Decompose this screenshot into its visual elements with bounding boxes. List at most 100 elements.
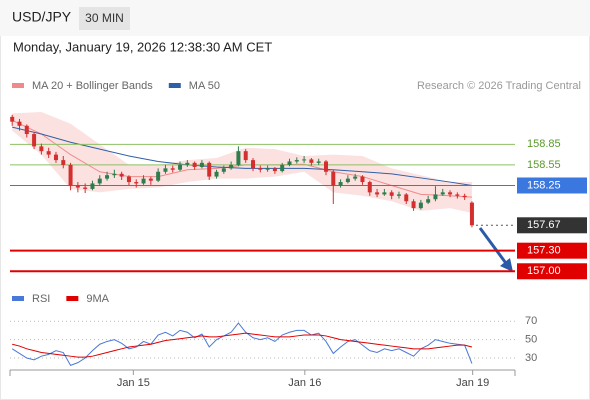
candle-body <box>382 192 387 195</box>
level-label-box <box>517 263 587 280</box>
candle-body <box>404 194 409 202</box>
candle-body <box>112 173 117 176</box>
credit: Research © 2026 Trading Central <box>417 80 581 92</box>
symbol: USD/JPY <box>12 9 72 25</box>
candle-body <box>105 175 110 179</box>
candle-body <box>243 151 248 161</box>
level-label: 157.00 <box>527 265 561 277</box>
ma50-line <box>12 126 473 186</box>
legend-swatch <box>12 296 24 301</box>
y-tick-label: 30 <box>525 352 537 364</box>
candle-body <box>236 151 241 165</box>
candle-body <box>323 161 328 172</box>
candle-body <box>396 194 401 196</box>
candle-body <box>68 164 73 186</box>
candle-body <box>83 187 88 189</box>
candle-body <box>141 178 146 184</box>
candle-body <box>221 168 226 172</box>
candle-body <box>207 162 212 177</box>
candle-body <box>119 173 124 177</box>
legend-swatch <box>12 83 24 88</box>
level-label: 158.85 <box>527 138 561 150</box>
y-tick-label: 50 <box>525 334 537 346</box>
candle-body <box>10 116 15 122</box>
candle-body <box>360 176 365 183</box>
level-label-box <box>517 177 587 194</box>
legend-swatch <box>66 296 79 301</box>
candle-body <box>302 159 307 161</box>
legend-swatch <box>168 83 181 88</box>
candle-body <box>455 194 460 196</box>
candle-body <box>156 171 161 181</box>
timeframe-box <box>79 7 130 30</box>
candle-body <box>316 161 321 163</box>
candle-body <box>375 192 380 195</box>
candle-body <box>418 202 423 209</box>
candle-body <box>411 201 416 209</box>
level-label-box <box>517 242 587 259</box>
candle-body <box>426 199 431 203</box>
bollinger-band <box>12 112 472 213</box>
x-tick-label: Jan 15 <box>117 377 150 389</box>
candle-body <box>214 171 219 177</box>
candle-body <box>345 178 350 183</box>
x-tick-label: Jan 19 <box>456 377 489 389</box>
forecast-arrowhead <box>500 258 513 272</box>
candle-body <box>287 161 292 165</box>
candle-body <box>462 195 467 198</box>
candle-body <box>17 121 22 126</box>
legend-label: MA 50 <box>189 80 220 92</box>
candle-body <box>229 164 234 169</box>
datetime: Monday, January 19, 2026 12:38:30 AM CET <box>13 39 272 54</box>
timeframe: 30 MIN <box>85 11 124 25</box>
candle-body <box>353 176 358 179</box>
candle-body <box>469 202 474 226</box>
x-tick-label: Jan 16 <box>288 377 321 389</box>
candle-body <box>90 183 95 189</box>
series-line <box>12 332 473 358</box>
candle-body <box>338 182 343 186</box>
candle-body <box>258 168 263 170</box>
candle-body <box>163 168 168 172</box>
candle-body <box>126 176 131 183</box>
candle-body <box>97 178 102 184</box>
candle-body <box>272 168 277 172</box>
candle-body <box>39 146 44 152</box>
candle-body <box>24 125 29 135</box>
legend-label: MA 20 + Bollinger Bands <box>32 80 153 92</box>
level-label: 157.30 <box>527 245 561 257</box>
candle-body <box>433 194 438 200</box>
candle-body <box>53 154 58 161</box>
candle-body <box>61 160 66 165</box>
candle-body <box>192 162 197 167</box>
candle-body <box>199 162 204 167</box>
candle-body <box>185 162 190 165</box>
forecast-arrow <box>478 227 510 267</box>
candle-body <box>251 160 256 169</box>
level-label: 158.25 <box>527 179 561 191</box>
level-label: 158.55 <box>527 159 561 171</box>
candle-body <box>148 178 153 181</box>
candle-body <box>367 182 372 193</box>
candle-body <box>294 160 299 162</box>
candle-body <box>46 151 51 155</box>
candle-body <box>280 164 285 172</box>
candle-body <box>309 159 314 163</box>
legend-label: 9MA <box>86 293 109 305</box>
candle-body <box>75 185 80 188</box>
candle-body <box>134 182 139 184</box>
level-label: 157.67 <box>527 219 561 231</box>
candle-body <box>448 192 453 195</box>
candle-body <box>32 134 37 147</box>
legend-label: RSI <box>32 293 50 305</box>
candle-body <box>440 192 445 195</box>
candle-body <box>331 171 336 186</box>
candle-body <box>265 168 270 170</box>
series-line <box>11 322 473 367</box>
y-tick-label: 70 <box>525 315 537 327</box>
candle-body <box>170 168 175 170</box>
candle-body <box>389 192 394 196</box>
candle-body <box>178 164 183 170</box>
